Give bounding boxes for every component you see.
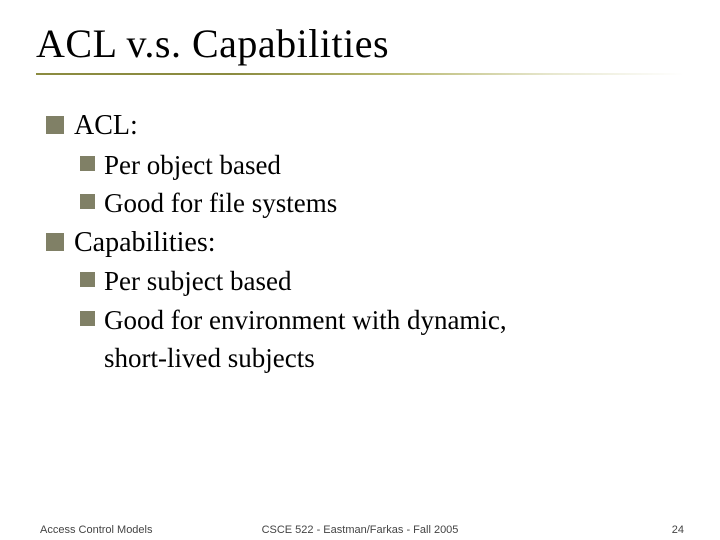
slide-content: ACL: Per object based Good for file syst… [46,107,684,377]
bullet-text: ACL: [74,107,138,145]
square-bullet-icon [80,311,95,326]
bullet-text: Per object based [104,147,281,183]
square-bullet-icon [46,116,64,134]
bullet-item: Capabilities: [46,224,684,262]
footer-center: CSCE 522 - Eastman/Farkas - Fall 2005 [0,524,720,536]
bullet-item: Good for environment with dynamic, [80,302,684,338]
bullet-text: Good for file systems [104,185,337,221]
square-bullet-icon [46,233,64,251]
footer-page-number: 24 [672,524,684,536]
bullet-text: Good for environment with dynamic, [104,302,507,338]
bullet-text-continuation: short-lived subjects [104,340,684,376]
bullet-text: Capabilities: [74,224,216,262]
slide-title: ACL v.s. Capabilities [36,20,684,67]
slide: ACL v.s. Capabilities ACL: Per object ba… [0,0,720,540]
title-underline [36,73,684,75]
bullet-text: Per subject based [104,263,291,299]
square-bullet-icon [80,272,95,287]
square-bullet-icon [80,156,95,171]
square-bullet-icon [80,194,95,209]
bullet-item: Per subject based [80,263,684,299]
bullet-item: Per object based [80,147,684,183]
bullet-item: Good for file systems [80,185,684,221]
bullet-item: ACL: [46,107,684,145]
